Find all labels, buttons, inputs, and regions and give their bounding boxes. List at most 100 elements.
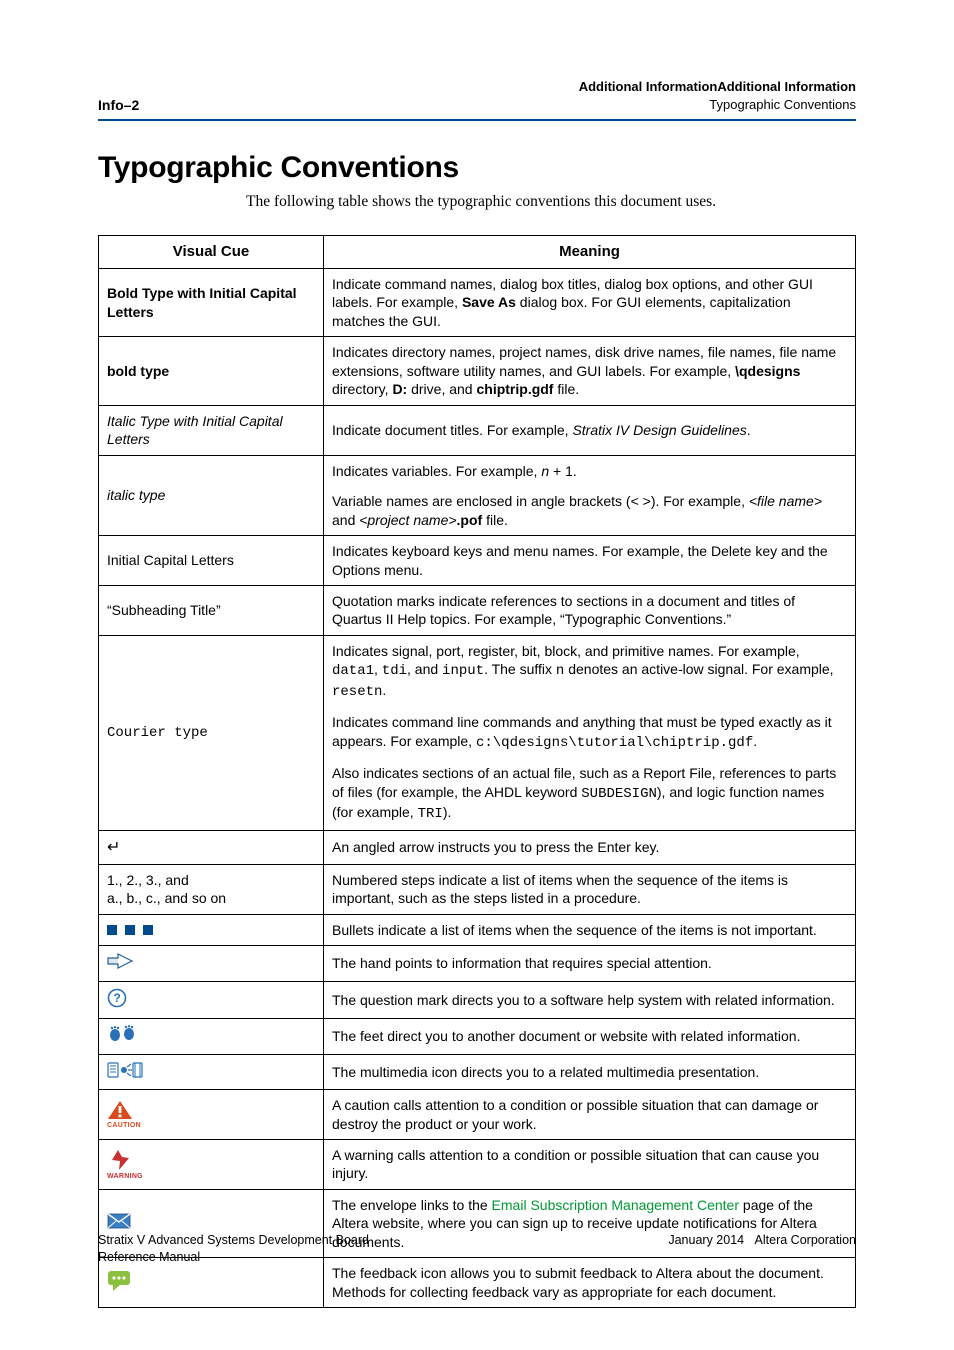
- text: directory,: [332, 381, 392, 397]
- meaning-cell: Also indicates sections of an actual fil…: [324, 758, 856, 830]
- text: and: [332, 512, 359, 528]
- text: .: [753, 733, 757, 749]
- cue-bold: bold type: [99, 337, 324, 405]
- text: 1., 2., 3., and: [107, 872, 189, 888]
- footer-doc-subtitle: Reference Manual: [98, 1250, 200, 1264]
- cue-hand: [99, 946, 324, 981]
- text-mono: data1: [332, 663, 374, 679]
- table-row: bold type Indicates directory names, pro…: [99, 337, 856, 405]
- text-bold: chiptrip.gdf: [476, 381, 553, 397]
- table-row: italic type Indicates variables. For exa…: [99, 455, 856, 486]
- page-number: Info–2: [98, 97, 139, 113]
- meaning-cell: Indicates variables. For example, n + 1.: [324, 455, 856, 486]
- table-row: 1., 2., 3., and a., b., c., and so on Num…: [99, 864, 856, 914]
- meaning-cell: The feet direct you to another document …: [324, 1019, 856, 1054]
- cue-enter-arrow: ↵: [99, 830, 324, 864]
- text: ,: [374, 661, 382, 677]
- question-icon: ?: [107, 988, 127, 1008]
- th-meaning: Meaning: [324, 236, 856, 269]
- cue-italic-initial: Italic Type with Initial Capital Letters: [99, 405, 324, 455]
- text: , and: [407, 661, 442, 677]
- email-subscription-link[interactable]: Email Subscription Management Center: [492, 1197, 739, 1213]
- meaning-cell: Indicate command names, dialog box title…: [324, 268, 856, 336]
- header-chapter-a: Additional Information: [579, 79, 718, 94]
- feedback-icon: [107, 1270, 131, 1292]
- meaning-cell: An angled arrow instructs you to press t…: [324, 830, 856, 864]
- text-bold: Save As: [462, 294, 516, 310]
- cue-subheading: “Subheading Title”: [99, 585, 324, 635]
- footer-doc-title: Stratix V Advanced Systems Development B…: [98, 1233, 369, 1247]
- meaning-cell: Numbered steps indicate a list of items …: [324, 864, 856, 914]
- cue-caution: CAUTION: [99, 1090, 324, 1140]
- table-row: ↵ An angled arrow instructs you to press…: [99, 830, 856, 864]
- text: ).: [443, 804, 452, 820]
- th-visual-cue: Visual Cue: [99, 236, 324, 269]
- text: Indicate document titles. For example,: [332, 422, 572, 438]
- meaning-cell: A caution calls attention to a condition…: [324, 1090, 856, 1140]
- text-bold: D:: [392, 381, 407, 397]
- meaning-cell: The multimedia icon directs you to a rel…: [324, 1054, 856, 1089]
- footer-company: Altera Corporation: [755, 1233, 856, 1247]
- cue-bold-initial: Bold Type with Initial Capital Letters: [99, 268, 324, 336]
- section-heading: Typographic Conventions: [98, 151, 856, 185]
- table-row: Bullets indicate a list of items when th…: [99, 914, 856, 945]
- meaning-cell: Indicate document titles. For example, S…: [324, 405, 856, 455]
- hand-icon: [107, 952, 135, 970]
- table-row: WARNING A warning calls attention to a c…: [99, 1140, 856, 1190]
- table-row: The hand points to information that requ…: [99, 946, 856, 981]
- text-bold: .pof: [457, 512, 483, 528]
- text: .: [382, 682, 386, 698]
- text-bold: \qdesigns: [735, 363, 800, 379]
- cue-warning: WARNING: [99, 1140, 324, 1190]
- meaning-cell: Indicates command line commands and anyt…: [324, 707, 856, 758]
- multimedia-icon: [107, 1061, 143, 1079]
- text: Variable names are enclosed in angle bra…: [332, 493, 749, 509]
- text: .: [747, 422, 751, 438]
- table-row: Italic Type with Initial Capital Letters…: [99, 405, 856, 455]
- text-mono: TRI: [418, 806, 443, 822]
- table-row: Initial Capital Letters Indicates keyboa…: [99, 536, 856, 586]
- warning-label: WARNING: [107, 1173, 315, 1180]
- text: file.: [553, 381, 579, 397]
- svg-text:?: ?: [113, 991, 120, 1005]
- cue-initial-caps: Initial Capital Letters: [99, 536, 324, 586]
- cue-italic: italic type: [99, 455, 324, 535]
- meaning-cell: A warning calls attention to a condition…: [324, 1140, 856, 1190]
- header-right: Additional InformationAdditional Informa…: [579, 78, 856, 113]
- text-mono: c:\qdesigns\tutorial\chiptrip.gdf: [476, 735, 753, 751]
- meaning-cell: The hand points to information that requ…: [324, 946, 856, 981]
- meaning-cell: Indicates directory names, project names…: [324, 337, 856, 405]
- footer-date: January 2014: [668, 1233, 744, 1247]
- text: drive, and: [407, 381, 476, 397]
- table-row: ? The question mark directs you to a sof…: [99, 981, 856, 1018]
- text: a., b., c., and so on: [107, 890, 226, 906]
- table-row: CAUTION A caution calls attention to a c…: [99, 1090, 856, 1140]
- bullet-icon: [107, 922, 161, 938]
- text-mono: resetn: [332, 684, 382, 700]
- intro-text: The following table shows the typographi…: [246, 193, 856, 211]
- text: + 1.: [549, 463, 577, 479]
- table-row: The feet direct you to another document …: [99, 1019, 856, 1054]
- text-italic: <file name>: [749, 493, 822, 509]
- table-row: Bold Type with Initial Capital Letters I…: [99, 268, 856, 336]
- header-section: Typographic Conventions: [579, 96, 856, 114]
- meaning-cell: Bullets indicate a list of items when th…: [324, 914, 856, 945]
- cue-bullets: [99, 914, 324, 945]
- text-mono: input: [442, 663, 484, 679]
- cue-courier: Courier type: [99, 635, 324, 830]
- header-chapter-b: Additional Information: [717, 79, 856, 94]
- text: denotes an active-low signal. For exampl…: [564, 661, 833, 677]
- conventions-table: Visual Cue Meaning Bold Type with Initia…: [98, 235, 856, 1308]
- meaning-cell: Indicates keyboard keys and menu names. …: [324, 536, 856, 586]
- footer-right: January 2014 Altera Corporation: [668, 1232, 856, 1266]
- table-row: The multimedia icon directs you to a rel…: [99, 1054, 856, 1089]
- text: Indicates signal, port, register, bit, b…: [332, 643, 800, 659]
- cue-feet: [99, 1019, 324, 1054]
- page: Info–2 Additional InformationAdditional …: [0, 0, 954, 1350]
- table-row: “Subheading Title” Quotation marks indic…: [99, 585, 856, 635]
- warning-icon: [107, 1149, 131, 1171]
- feet-icon: [107, 1025, 139, 1043]
- text: The envelope links to the: [332, 1197, 492, 1213]
- text: . The suffix: [484, 661, 556, 677]
- text-italic: Stratix IV Design Guidelines: [572, 422, 746, 438]
